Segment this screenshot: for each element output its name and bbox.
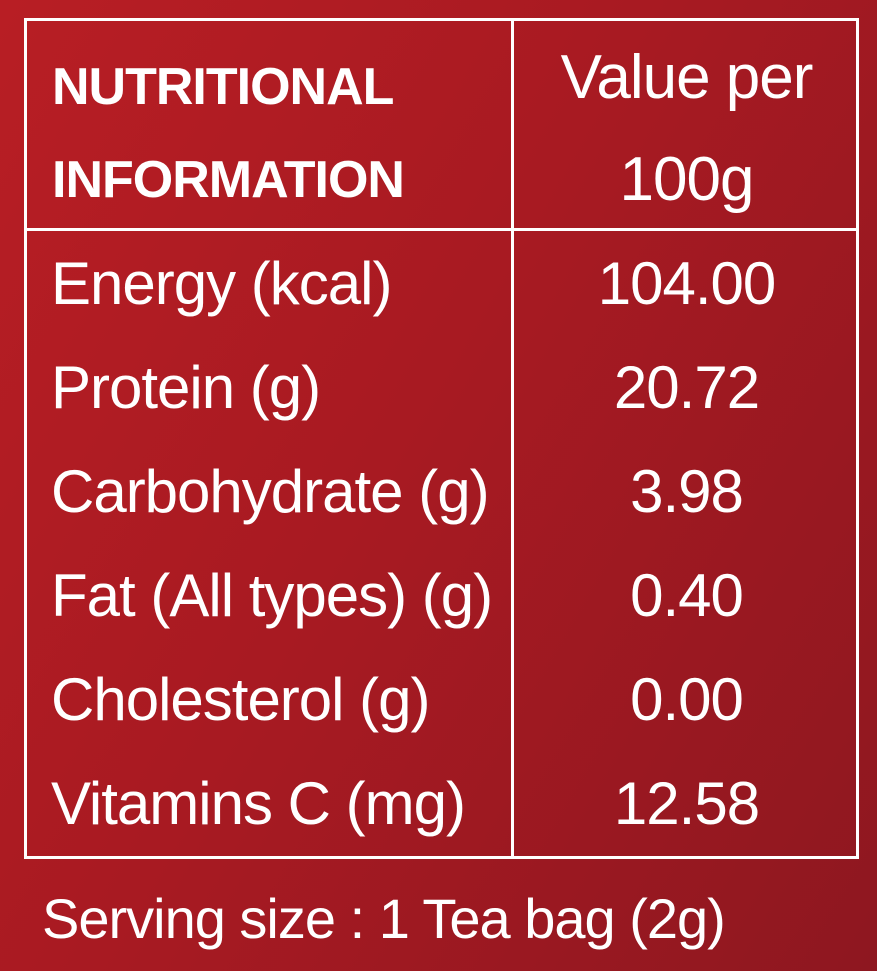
nutrient-label: Vitamins C (mg) <box>51 770 466 837</box>
header-value-line2: 100g <box>619 145 755 214</box>
nutrient-row-protein: Protein (g) 20.72 <box>27 335 856 439</box>
nutrient-value: 104.00 <box>597 250 777 317</box>
nutrient-label: Protein (g) <box>51 354 321 421</box>
nutrient-row-vitamin-c: Vitamins C (mg) 12.58 <box>27 751 856 855</box>
header-title-line1: NUTRITIONAL <box>52 58 394 116</box>
nutrient-label: Fat (All types) (g) <box>51 562 493 629</box>
header-title-line2: INFORMATION <box>52 151 405 209</box>
nutrient-value: 3.98 <box>630 458 744 525</box>
nutrient-label: Energy (kcal) <box>51 250 392 317</box>
column-divider <box>511 21 514 856</box>
header-value-line1: Value per <box>560 43 814 112</box>
header-value-column: Value per 100g <box>514 33 859 237</box>
nutrient-value: 20.72 <box>613 354 760 421</box>
serving-size: Serving size : 1 Tea bag (2g) <box>42 887 726 950</box>
nutrient-value: 0.40 <box>630 562 744 629</box>
header-title: NUTRITIONAL INFORMATION <box>52 57 492 243</box>
nutrient-value: 0.00 <box>630 666 744 733</box>
nutrient-row-fat: Fat (All types) (g) 0.40 <box>27 543 856 647</box>
nutrient-row-cholesterol: Cholesterol (g) 0.00 <box>27 647 856 751</box>
nutrient-label: Carbohydrate (g) <box>51 458 490 525</box>
nutrient-label: Cholesterol (g) <box>51 666 430 733</box>
nutrient-value: 12.58 <box>613 770 760 837</box>
nutrient-row-energy: Energy (kcal) 104.00 <box>27 231 856 335</box>
nutrient-row-carbohydrate: Carbohydrate (g) 3.98 <box>27 439 856 543</box>
header-divider <box>27 228 856 231</box>
nutrient-rows: Energy (kcal) 104.00 Protein (g) 20.72 C… <box>27 231 856 855</box>
nutrition-table: NUTRITIONAL INFORMATION Value per 100g E… <box>24 18 859 859</box>
